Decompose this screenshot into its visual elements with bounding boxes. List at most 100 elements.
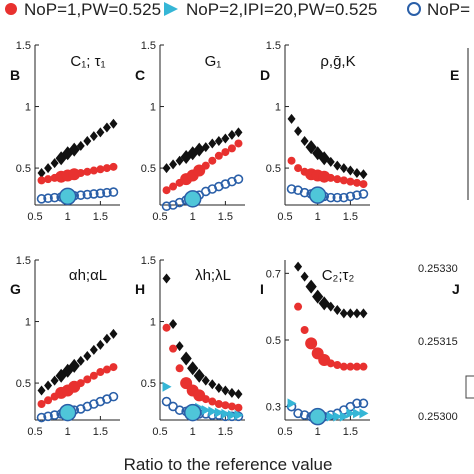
panel-B-xtick-label: 1	[65, 211, 71, 223]
blue-open-point	[161, 396, 172, 407]
blue-open-point	[108, 187, 119, 197]
red-point	[76, 169, 85, 177]
panel-D-xtick-label: 1.5	[343, 211, 358, 223]
blue-open-point	[358, 189, 369, 199]
blue-open-point	[43, 193, 53, 204]
red-point	[234, 403, 243, 412]
panel-G-xtick-label: 1	[65, 426, 71, 438]
blue-open-point	[49, 192, 60, 203]
blue-open-point	[299, 410, 310, 420]
diamond-point	[300, 136, 309, 146]
panel-I-xtick-label: 0.5	[277, 426, 292, 438]
diamond-point	[62, 363, 74, 378]
red-point	[83, 167, 92, 176]
blue-open-point	[352, 398, 362, 409]
diamond-point	[227, 387, 236, 398]
cyan-triangle-point	[227, 410, 237, 421]
panel-D-xtick-label: 1	[315, 211, 321, 223]
panel-H-ytick-label: 0.5	[141, 378, 156, 390]
red-point	[333, 361, 342, 369]
panel-J-legend-box-edge	[465, 375, 474, 399]
diamond-point	[193, 368, 205, 383]
red-point	[352, 178, 361, 187]
panel-C-ytick-label: 1	[150, 102, 156, 114]
diamond-point	[37, 168, 46, 178]
red-point	[333, 175, 342, 184]
red-point	[221, 401, 230, 410]
red-point	[201, 395, 210, 404]
diamond-point	[346, 165, 355, 176]
panel-I-ytick-label: 0.7	[266, 268, 281, 280]
panel-H-title: λh;λL	[195, 267, 231, 284]
red-point	[227, 144, 236, 153]
red-point	[294, 302, 303, 311]
panel-C-ytick-label: 1.5	[141, 40, 156, 52]
cyan-triangle-point	[221, 408, 231, 419]
red-point	[352, 362, 361, 371]
panel-H-letter: H	[135, 281, 145, 297]
diamond-point	[83, 351, 92, 361]
red-point	[287, 156, 296, 165]
red-point	[294, 164, 303, 173]
cyan-triangle-point	[339, 411, 349, 422]
panel-H-xtick-label: 1	[190, 426, 196, 438]
panel-H-xtick-label: 1.5	[218, 426, 233, 438]
blue-open-point	[233, 174, 244, 184]
red-point	[326, 359, 335, 368]
panel-D-ytick-label: 0.5	[266, 163, 281, 175]
blue-open-point	[174, 405, 185, 415]
diamond-point	[201, 375, 210, 386]
panel-E-letter: E	[450, 67, 459, 83]
diamond-point	[208, 379, 217, 390]
panel-C-xtick-label: 0.5	[152, 211, 167, 223]
diamond-point	[214, 383, 223, 393]
diamond-point	[180, 351, 192, 366]
diamond-point	[333, 305, 342, 315]
diamond-point	[169, 319, 178, 329]
panel-B-ytick-label: 1.5	[16, 40, 31, 52]
blue-open-point	[339, 192, 349, 203]
panel-I-xtick-label: 1.5	[343, 426, 358, 438]
cyan-triangle-point	[162, 381, 172, 392]
diamond-point	[37, 385, 46, 396]
panel-C-xtick-label: 1.5	[218, 211, 233, 223]
red-point	[214, 151, 223, 160]
red-point	[89, 371, 98, 380]
red-point	[109, 162, 118, 171]
diamond-point	[208, 138, 217, 149]
red-point	[346, 362, 355, 371]
diamond-point	[346, 308, 355, 319]
reference-point	[183, 403, 202, 422]
red-point	[208, 156, 217, 165]
diamond-point	[221, 385, 230, 396]
red-point	[193, 164, 206, 177]
diamond-point	[339, 163, 348, 174]
blue-open-point	[75, 190, 86, 200]
panel-G-xtick-label: 0.5	[27, 426, 42, 438]
blue-open-point	[89, 189, 99, 199]
diamond-point	[300, 271, 309, 282]
diamond-point	[187, 361, 199, 376]
diamond-point	[326, 156, 335, 167]
blue-open-point	[102, 187, 112, 198]
panel-D-ytick-label: 1.5	[266, 40, 281, 52]
diamond-point	[305, 279, 317, 294]
red-point	[83, 375, 92, 384]
diamond-point	[50, 375, 59, 386]
reference-point	[308, 186, 327, 204]
cyan-triangle-point	[326, 411, 336, 422]
red-point	[162, 323, 171, 332]
red-point	[346, 177, 355, 186]
panel-C-ytick-label: 0.5	[141, 163, 156, 175]
panel-J-tick-3: 0.25300	[418, 411, 458, 423]
blue-open-point	[49, 410, 60, 420]
diamond-point	[359, 308, 368, 319]
panel-G-xtick-label: 1.5	[93, 426, 108, 438]
diamond-point	[305, 140, 317, 155]
blue-open-point	[36, 194, 47, 204]
red-point	[102, 164, 111, 173]
panel-J-letter: J	[452, 281, 460, 297]
panel-G-ytick-label: 1.5	[16, 255, 31, 267]
diamond-point	[352, 308, 361, 319]
red-point	[76, 379, 85, 388]
